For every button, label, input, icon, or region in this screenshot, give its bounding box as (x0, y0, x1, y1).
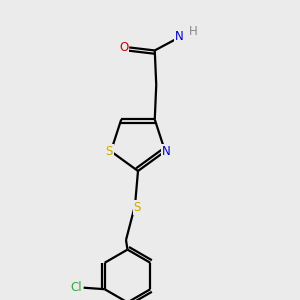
Text: N: N (162, 145, 171, 158)
Text: N: N (175, 30, 184, 44)
Text: S: S (134, 201, 141, 214)
Text: S: S (106, 145, 113, 158)
Text: O: O (119, 41, 128, 54)
Text: Cl: Cl (70, 281, 82, 294)
Text: H: H (188, 25, 197, 38)
